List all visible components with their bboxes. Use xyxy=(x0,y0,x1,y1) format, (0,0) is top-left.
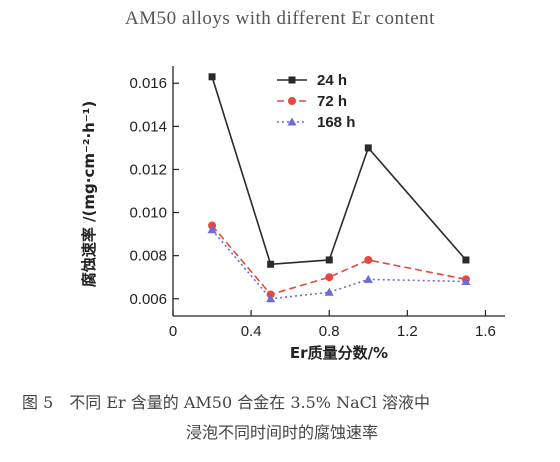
figure-caption-line-2: 浸泡不同时间时的腐蚀速率 xyxy=(185,423,378,442)
plot-area xyxy=(172,66,505,317)
data-point xyxy=(325,256,333,264)
data-point xyxy=(266,294,276,303)
legend-item: 168 h xyxy=(277,114,355,131)
x-ticks: 0 0.4 0.8 1.2 1.6 xyxy=(169,310,496,340)
x-tick-label: 0.4 xyxy=(241,323,262,340)
y-axis-label: 腐蚀速率 /(mg·cm⁻²·h⁻¹) xyxy=(80,101,98,287)
legend-label: 24 h xyxy=(317,72,347,89)
data-point xyxy=(461,277,471,286)
x-tick-label: 0 xyxy=(169,323,177,340)
data-point xyxy=(267,260,275,268)
legend: 24 h 72 h 168 h xyxy=(277,72,355,131)
x-tick-label: 1.2 xyxy=(397,323,418,340)
data-point xyxy=(207,225,217,234)
legend-item: 72 h xyxy=(277,93,347,110)
y-ticks: 0.006 0.008 0.010 0.012 0.014 0.016 xyxy=(129,75,179,308)
legend-marker xyxy=(288,97,296,105)
legend-marker xyxy=(288,76,296,84)
series-0 xyxy=(208,73,470,268)
series-layer xyxy=(207,73,471,303)
y-tick-label: 0.014 xyxy=(129,118,167,135)
data-point xyxy=(364,144,372,152)
data-point xyxy=(363,274,373,283)
series-line xyxy=(211,224,467,296)
legend-label: 72 h xyxy=(317,93,347,110)
series-line xyxy=(211,229,466,300)
figure-caption-text-1: 不同 Er 含量的 AM50 合金在 3.5% NaCl 溶液中 xyxy=(69,393,431,412)
y-tick-label: 0.016 xyxy=(129,75,167,92)
figure-caption-line-1: 图 5 不同 Er 含量的 AM50 合金在 3.5% NaCl 溶液中 xyxy=(22,388,542,418)
data-point xyxy=(364,255,373,264)
data-point xyxy=(462,256,470,264)
y-tick-label: 0.008 xyxy=(129,248,167,265)
figure-number: 图 5 xyxy=(22,393,54,412)
y-tick-label: 0.010 xyxy=(129,205,167,222)
x-axis-label: Er质量分数/% xyxy=(290,344,388,362)
y-tick-label: 0.006 xyxy=(129,291,167,308)
data-point xyxy=(325,273,334,282)
y-tick-label: 0.012 xyxy=(129,161,167,178)
figure-caption: 图 5 不同 Er 含量的 AM50 合金在 3.5% NaCl 溶液中 浸泡不同… xyxy=(22,388,542,448)
x-tick-label: 1.6 xyxy=(475,323,496,340)
top-caption: AM50 alloys with different Er content xyxy=(125,8,435,29)
data-point xyxy=(324,287,334,296)
series-2 xyxy=(207,225,471,303)
chart: 0 0.4 0.8 1.2 1.6 0.0060.0080.0100.0120.0140… xyxy=(80,66,505,362)
legend-label: 168 h xyxy=(317,114,355,131)
x-tick-label: 0.8 xyxy=(319,323,340,340)
legend-marker xyxy=(287,117,297,126)
data-point xyxy=(208,73,216,81)
legend-item: 24 h xyxy=(277,72,347,89)
